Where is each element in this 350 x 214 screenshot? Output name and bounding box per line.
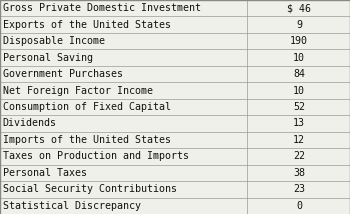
Text: Social Security Contributions: Social Security Contributions	[3, 184, 177, 194]
Text: 190: 190	[290, 36, 308, 46]
Text: $ 46: $ 46	[287, 3, 311, 13]
Text: 23: 23	[293, 184, 305, 194]
Text: Taxes on Production and Imports: Taxes on Production and Imports	[3, 151, 189, 161]
Text: Dividends: Dividends	[3, 119, 57, 128]
Text: Imports of the United States: Imports of the United States	[3, 135, 171, 145]
Text: 10: 10	[293, 86, 305, 95]
Text: Exports of the United States: Exports of the United States	[3, 20, 171, 30]
Text: 0: 0	[296, 201, 302, 211]
Text: 12: 12	[293, 135, 305, 145]
Text: Consumption of Fixed Capital: Consumption of Fixed Capital	[3, 102, 171, 112]
Text: 9: 9	[296, 20, 302, 30]
Text: Gross Private Domestic Investment: Gross Private Domestic Investment	[3, 3, 201, 13]
Text: Disposable Income: Disposable Income	[3, 36, 105, 46]
Text: Net Foreign Factor Income: Net Foreign Factor Income	[3, 86, 153, 95]
Text: 22: 22	[293, 151, 305, 161]
Text: Personal Taxes: Personal Taxes	[3, 168, 87, 178]
Text: Personal Saving: Personal Saving	[3, 53, 93, 63]
Text: 84: 84	[293, 69, 305, 79]
Text: 52: 52	[293, 102, 305, 112]
Text: Statistical Discrepancy: Statistical Discrepancy	[3, 201, 141, 211]
Text: 10: 10	[293, 53, 305, 63]
Text: Government Purchases: Government Purchases	[3, 69, 123, 79]
Text: 13: 13	[293, 119, 305, 128]
Text: 38: 38	[293, 168, 305, 178]
